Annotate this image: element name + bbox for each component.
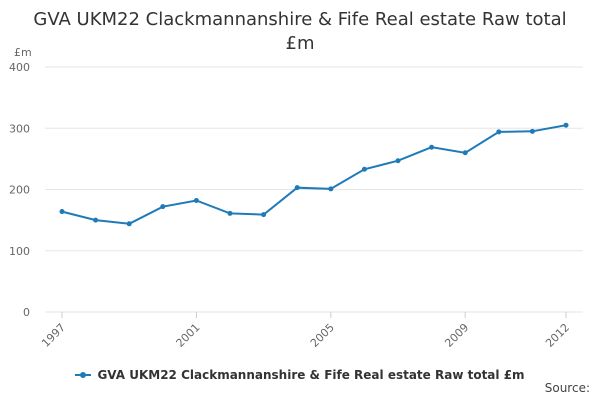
- legend-line-icon: [75, 372, 92, 378]
- data-point[interactable]: [328, 186, 334, 192]
- data-point[interactable]: [496, 129, 502, 135]
- data-point[interactable]: [93, 217, 99, 223]
- series-line: [61, 124, 567, 225]
- data-point[interactable]: [126, 221, 132, 227]
- data-point[interactable]: [395, 158, 401, 164]
- legend-item[interactable]: GVA UKM22 Clackmannanshire & Fife Real e…: [75, 368, 525, 382]
- chart-title: GVA UKM22 Clackmannanshire & Fife Real e…: [0, 8, 600, 56]
- y-tick-label: 0: [23, 306, 30, 319]
- x-tick-label: 2001: [174, 321, 203, 350]
- grid-lines: [45, 66, 583, 313]
- chart-title-line-2: £m: [285, 33, 315, 54]
- y-tick-label: 400: [9, 61, 30, 74]
- legend-label: GVA UKM22 Clackmannanshire & Fife Real e…: [97, 368, 525, 382]
- data-point[interactable]: [227, 210, 233, 216]
- data-point[interactable]: [160, 204, 166, 210]
- data-point[interactable]: [462, 150, 468, 156]
- data-point[interactable]: [563, 122, 569, 128]
- y-tick-label: 100: [9, 245, 30, 258]
- data-point[interactable]: [361, 166, 367, 172]
- data-point[interactable]: [429, 144, 435, 150]
- x-tick-label: 2009: [442, 321, 471, 350]
- x-tick-label: 2005: [308, 321, 337, 350]
- y-axis-label: £m: [14, 46, 32, 59]
- legend[interactable]: GVA UKM22 Clackmannanshire & Fife Real e…: [0, 365, 600, 382]
- data-point[interactable]: [193, 198, 199, 204]
- data-points: [59, 122, 569, 227]
- x-axis-ticks: 1997 2001 2005 2009 2012: [39, 312, 572, 350]
- data-point[interactable]: [59, 209, 65, 215]
- y-axis-ticks: 0 100 200 300 400: [9, 61, 30, 319]
- data-point[interactable]: [529, 128, 535, 134]
- data-point[interactable]: [261, 212, 267, 218]
- y-tick-label: 200: [9, 184, 30, 197]
- y-tick-label: 300: [9, 122, 30, 135]
- x-tick-label: 1997: [39, 321, 68, 350]
- x-tick-label: 2012: [543, 321, 572, 350]
- data-point[interactable]: [294, 185, 300, 191]
- chart-title-line-1: GVA UKM22 Clackmannanshire & Fife Real e…: [33, 9, 567, 30]
- source-label: Source:: [544, 381, 590, 395]
